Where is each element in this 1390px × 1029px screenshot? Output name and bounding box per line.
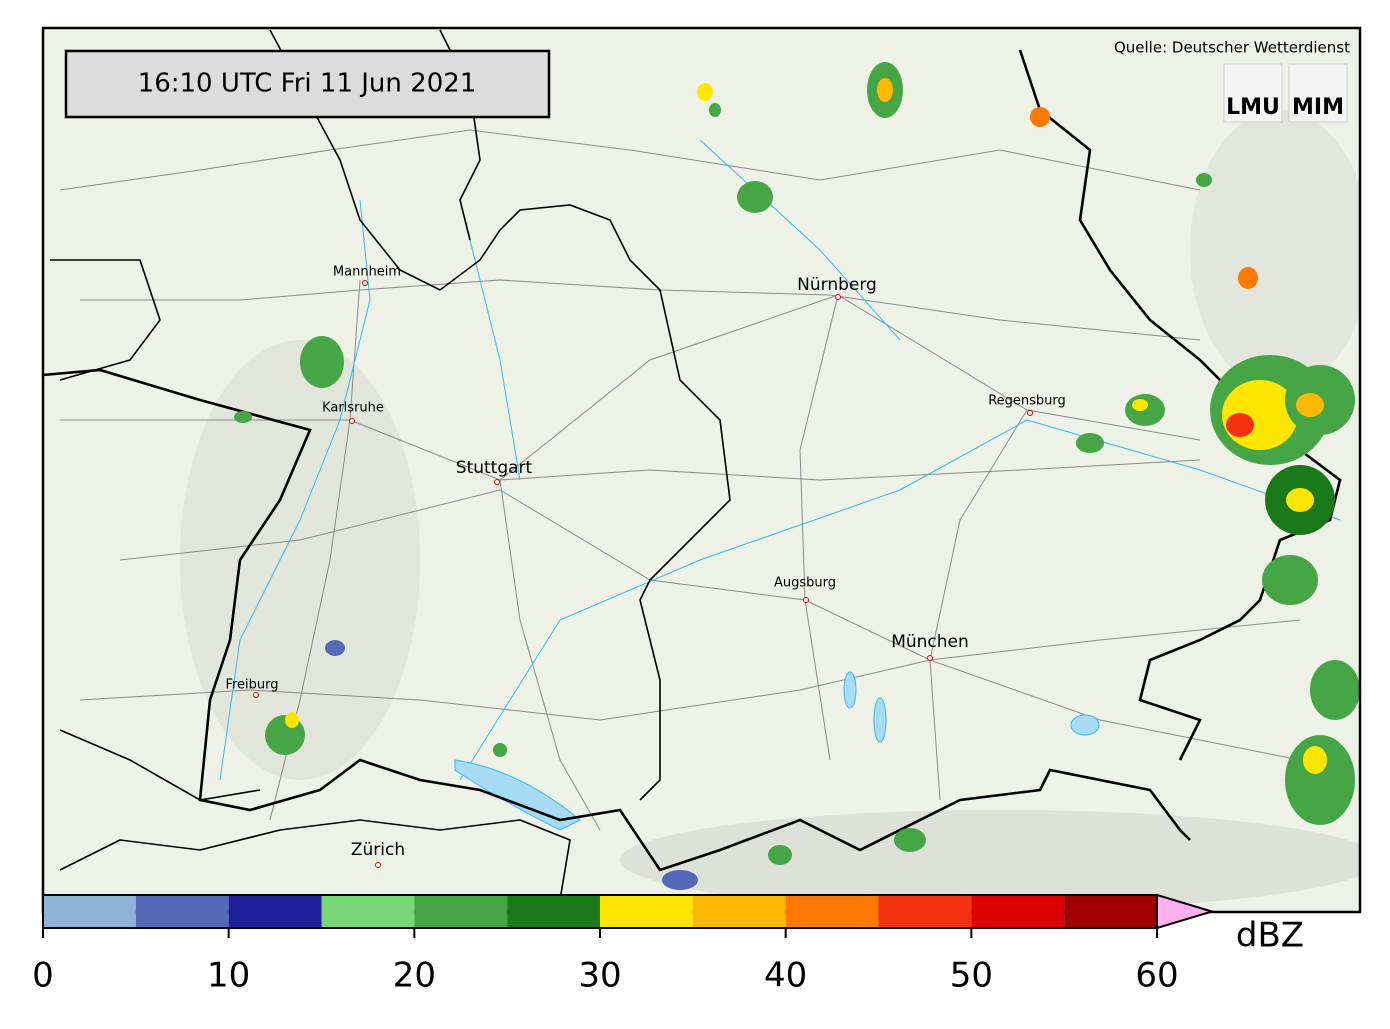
colorbar-bin <box>785 895 879 928</box>
colorbar-bin <box>228 895 322 928</box>
source: Quelle: Deutscher Wetterdienst <box>1114 39 1350 57</box>
colorbar-bin <box>507 895 600 928</box>
city-label: Nürnberg <box>797 275 877 295</box>
colorbar-unit: dBZ <box>1236 916 1304 956</box>
logo: LMU <box>1226 95 1280 120</box>
city-label: Stuttgart <box>456 458 533 478</box>
colorbar: 0 10 20 30 40 50 60 <box>32 893 1216 996</box>
colorbar-bin <box>321 895 415 928</box>
logo-box <box>1223 63 1283 123</box>
timestamp: 16:10 UTC Fri 11 Jun 2021 <box>138 69 477 99</box>
colorbar-tick-label: 10 <box>207 956 250 996</box>
city-label: Freiburg <box>225 678 278 693</box>
logo-box <box>1288 63 1348 123</box>
colorbar-bin <box>878 895 972 928</box>
logo: MIM <box>1292 95 1344 120</box>
map: Mannheim Nürnberg Karlsruhe Stuttgart Regens… <box>43 28 1360 912</box>
colorbar-tick-label: 20 <box>393 956 436 996</box>
colorbar-bin <box>692 895 786 928</box>
colorbar-tick-label: 50 <box>950 956 993 996</box>
colorbar-tick-label: 30 <box>578 956 621 996</box>
roads <box>59 129 1301 831</box>
colorbar-bin <box>1064 895 1157 928</box>
colorbar-bin <box>414 895 508 928</box>
colorbar-bin <box>135 895 229 928</box>
city-dot <box>253 692 259 698</box>
colorbar-bin <box>600 895 693 928</box>
city-dot <box>362 280 368 286</box>
timestamp-box <box>64 49 551 119</box>
radar-echoes <box>234 62 1360 890</box>
colorbar-tick-label: 40 <box>764 956 807 996</box>
colorbar-bin <box>971 895 1065 928</box>
city-label: München <box>891 632 969 652</box>
city-dot <box>375 862 381 868</box>
rivers <box>219 139 1341 831</box>
city-dot <box>1027 410 1033 416</box>
city-dot <box>803 597 809 603</box>
city-label: Karlsruhe <box>322 401 384 416</box>
colorbar-tick-label: 60 <box>1135 956 1178 996</box>
city-dot <box>349 418 355 424</box>
colorbar-bin <box>43 895 136 928</box>
city-dot <box>835 294 841 300</box>
city-dot <box>927 655 933 661</box>
city-label: Zürich <box>351 840 405 860</box>
city-label: Mannheim <box>333 265 401 280</box>
city-dot <box>494 479 500 485</box>
city-label: Augsburg <box>774 576 836 591</box>
city-label: Regensburg <box>988 394 1066 409</box>
colorbar-tick-label: 0 <box>32 956 54 996</box>
